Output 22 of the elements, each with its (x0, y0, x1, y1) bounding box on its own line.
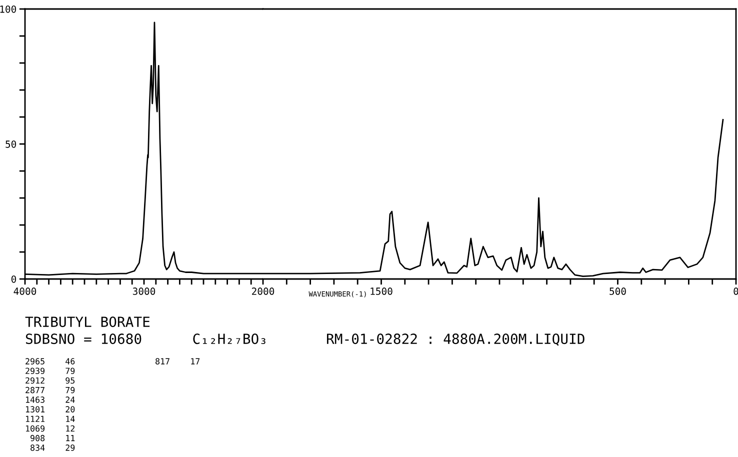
y-tick-label: 100 (0, 6, 16, 13)
x-tick-label: 0 (734, 288, 738, 295)
text: 817 17 (156, 358, 200, 364)
text: 834 29 (30, 444, 75, 451)
text: 2939 79 (26, 368, 75, 374)
text: 2965 46 (26, 358, 75, 364)
text: 908 11 (30, 434, 75, 442)
y-tick-label: 0 (11, 276, 16, 283)
text: 1069 12 (26, 425, 74, 432)
x-tick-label: 3000 (132, 288, 156, 295)
x-tick-label: 1500 (370, 288, 392, 295)
y-tick-label: 50 (6, 140, 16, 148)
text: 2877 79 (26, 386, 75, 394)
text: 1301 20 (26, 406, 75, 412)
x-tick-label: 500 (610, 288, 626, 295)
x-tick-label: 2000 (252, 288, 274, 295)
text: 1121 14 (26, 416, 75, 422)
x-tick-label: 4000 (14, 288, 36, 295)
text: SDBSNO = 10680 C₁₂H₂₇BO₃ RM-01-02822 : 4880A.200M.LIQUID (26, 334, 584, 346)
text: 2912 95 (26, 377, 75, 384)
text: TRIBUTYL BORATE (25, 316, 150, 328)
text: 1463 24 (26, 396, 75, 403)
